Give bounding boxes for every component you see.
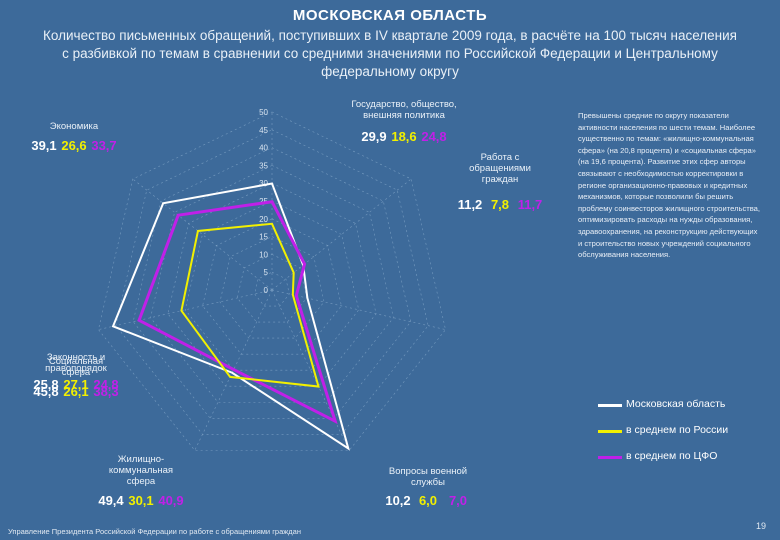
legend-label-moscow: Московская область: [626, 398, 726, 410]
radial-tick-label: 40: [259, 144, 268, 153]
grid-ring: [167, 182, 377, 387]
value-label: 27,1: [63, 377, 88, 392]
legend-swatch-russia: [598, 430, 622, 433]
grid-ring: [115, 129, 429, 435]
category-label: сфера: [62, 367, 91, 378]
footer-text: Управление Президента Российской Федерац…: [8, 527, 301, 536]
value-label: 39,1: [31, 138, 56, 153]
category-label: внешняя политика: [363, 110, 445, 121]
radial-tick-label: 30: [259, 179, 268, 188]
value-label: 11,2: [458, 197, 483, 212]
category-label: Законность и: [47, 352, 105, 363]
category-label: Государство, общество,: [351, 99, 456, 110]
category-label: Социальная: [49, 356, 103, 367]
category-label: Жилищно-: [118, 454, 164, 465]
category-label: граждан: [482, 174, 518, 185]
category-label: Вопросы военной: [389, 466, 467, 477]
value-label: 6,0: [419, 493, 437, 508]
value-label: 7,8: [491, 197, 509, 212]
legend-label-russia: в среднем по России: [626, 424, 729, 436]
value-label: 40,9: [158, 493, 183, 508]
radial-tick-label: 20: [259, 215, 268, 224]
legend-item-russia: в среднем по России: [598, 424, 768, 438]
radial-tick-label: 10: [259, 250, 268, 259]
value-label: 49,4: [98, 493, 124, 508]
radial-tick-label: 5: [264, 268, 269, 277]
grid-ring: [254, 271, 290, 307]
grid-ring: [219, 236, 325, 339]
legend-item-cfd: в среднем по ЦФО: [598, 450, 768, 464]
value-label: 45,8: [33, 384, 58, 399]
legend-item-moscow: Московская область: [598, 398, 768, 412]
radial-tick-label: 0: [264, 286, 269, 295]
value-label: 10,2: [385, 493, 410, 508]
value-label: 33,7: [91, 138, 116, 153]
category-label: сфера: [127, 476, 156, 487]
page-number: 19: [756, 521, 767, 531]
value-label: 24,8: [421, 129, 446, 144]
value-label: 26,1: [63, 384, 88, 399]
grid-ring: [150, 165, 394, 403]
series-cfd: [137, 200, 338, 425]
grid-ring: [98, 111, 446, 451]
category-label: коммунальная: [109, 465, 173, 476]
value-label: 24,8: [93, 377, 118, 392]
radial-tick-label: 45: [259, 126, 268, 135]
value-label: 30,1: [128, 493, 153, 508]
value-label: 11,7: [518, 197, 543, 212]
radial-tick-label: 15: [259, 233, 268, 242]
category-label: Экономика: [50, 121, 99, 132]
value-label: 18,6: [391, 129, 416, 144]
legend-swatch-cfd: [598, 456, 622, 459]
category-label: правопорядок: [45, 363, 108, 374]
value-label: 25,8: [33, 377, 58, 392]
value-label: 26,6: [61, 138, 86, 153]
slide-title: МОСКОВСКАЯ ОБЛАСТЬ: [292, 7, 488, 24]
grid-ring: [184, 200, 360, 371]
value-label: 7,0: [449, 493, 467, 508]
series-russia: [180, 222, 320, 388]
value-label: 29,9: [361, 129, 386, 144]
analysis-note: Превышены средние по округу показатели а…: [578, 111, 761, 260]
radial-tick-label: 50: [259, 108, 268, 117]
legend-label-cfd: в среднем по ЦФО: [626, 450, 718, 462]
category-label: обращениями: [469, 163, 531, 174]
slide-subtitle: Количество письменных обращений, поступи…: [43, 28, 737, 79]
category-label: службы: [411, 477, 445, 488]
legend-swatch-moscow: [598, 404, 622, 407]
category-label: Работа с: [481, 152, 520, 163]
value-label: 38,3: [93, 384, 118, 399]
grid-ring: [202, 218, 342, 355]
radial-tick-label: 35: [259, 161, 268, 170]
